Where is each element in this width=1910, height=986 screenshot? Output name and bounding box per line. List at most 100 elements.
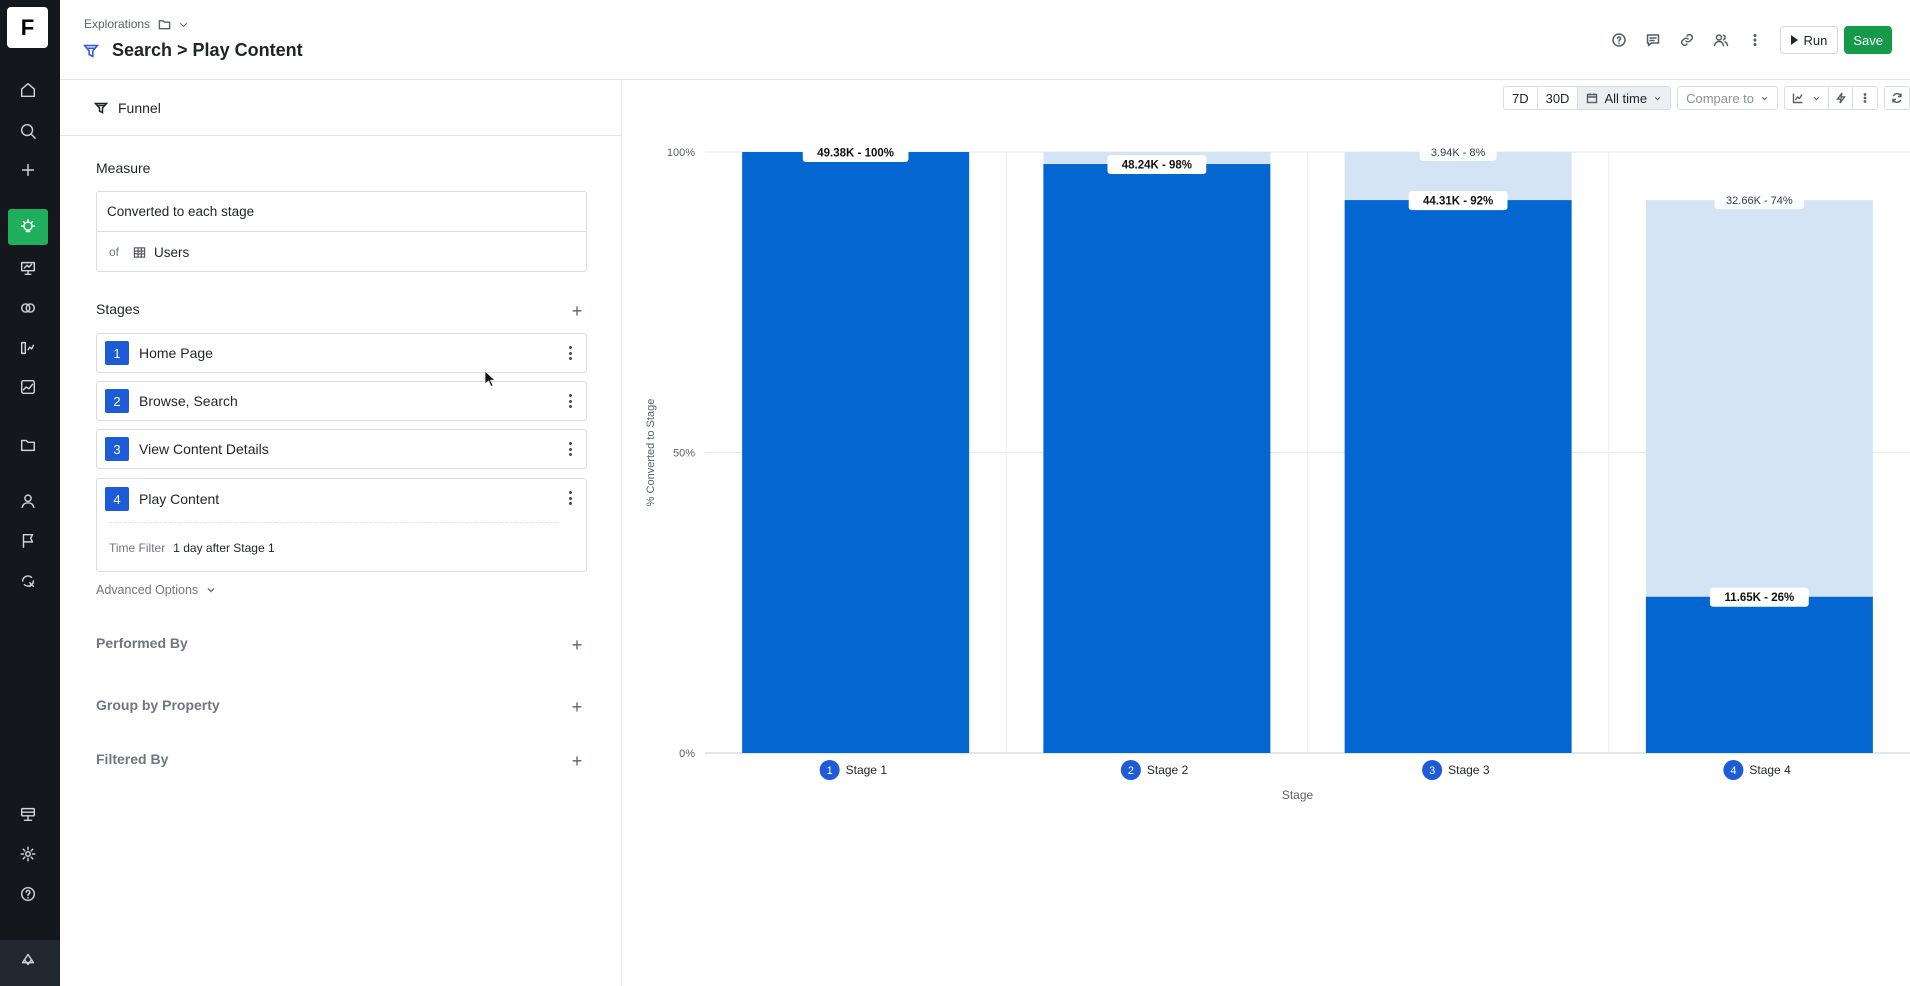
bar-dropped-segment — [1645, 200, 1873, 597]
stage-row-2[interactable]: 2 Browse, Search — [96, 381, 587, 421]
folder-icon[interactable] — [158, 18, 171, 31]
circles-icon[interactable] — [13, 293, 43, 323]
more-icon[interactable] — [568, 394, 572, 408]
time-filter[interactable]: Time Filter 1 day after Stage 1 — [109, 541, 275, 555]
y-axis-label: % Converted to Stage — [645, 399, 657, 507]
converted-data-label: 11.65K - 26% — [1725, 592, 1795, 604]
save-button[interactable]: Save — [1844, 26, 1892, 54]
range-30d-button[interactable]: 30D — [1538, 87, 1579, 109]
more-icon[interactable] — [568, 491, 572, 505]
stage-badge-number: 3 — [1429, 765, 1435, 777]
header-actions: Run Save — [1602, 26, 1892, 54]
range-all-time-button[interactable]: All time — [1578, 87, 1671, 109]
help-icon[interactable] — [1602, 26, 1636, 54]
page-title-text: Search > Play Content — [112, 40, 303, 60]
stage-badge-number: 1 — [827, 765, 833, 777]
analysis-type-selector[interactable]: Funnel — [60, 80, 622, 136]
converted-label-bg — [1408, 191, 1508, 211]
user-icon[interactable] — [13, 486, 43, 516]
of-label: of — [109, 245, 120, 259]
lightbulb-icon[interactable] — [8, 209, 48, 245]
flag-icon[interactable] — [13, 526, 43, 556]
breadcrumb-label[interactable]: Explorations — [84, 17, 151, 31]
stage-number-badge: 3 — [105, 437, 129, 461]
line-chart-icon[interactable] — [13, 372, 43, 402]
gear-icon[interactable] — [13, 839, 43, 869]
stage-badge-circle — [1723, 760, 1744, 780]
more-icon[interactable] — [568, 442, 572, 456]
x-tick-label: Stage 4 — [1749, 763, 1791, 777]
run-button[interactable]: Run — [1779, 26, 1839, 54]
refresh-icon[interactable] — [1885, 87, 1909, 109]
chevron-down-icon[interactable] — [179, 20, 188, 29]
add-performed-by-button[interactable]: + — [571, 635, 583, 655]
more-icon[interactable] — [1853, 87, 1877, 109]
add-filter-button[interactable]: + — [571, 751, 583, 771]
time-filter-label: Time Filter — [109, 541, 166, 555]
range-all-time-label: All time — [1604, 90, 1648, 106]
y-tick-label: 50% — [673, 448, 695, 460]
integration-icon[interactable] — [13, 566, 43, 596]
chart-toolbar: 7D 30D All time Compare to — [1502, 86, 1910, 110]
range-7d-button[interactable]: 7D — [1504, 87, 1538, 109]
table-icon — [133, 246, 146, 258]
comment-icon[interactable] — [1636, 26, 1670, 54]
data-icon[interactable] — [13, 799, 43, 829]
stage-row-4[interactable]: 4 Play Content Time Filter 1 day after S… — [96, 478, 587, 572]
y-tick-label: 0% — [679, 748, 695, 760]
dropped-label-bg — [1419, 143, 1497, 161]
chevron-down-icon — [1654, 96, 1661, 100]
breadcrumb[interactable]: Explorations — [84, 17, 188, 31]
chevron-down-icon — [1813, 96, 1820, 100]
folder-icon[interactable] — [13, 430, 43, 460]
converted-label-bg — [1709, 587, 1809, 607]
stage-badge-number: 4 — [1730, 765, 1736, 777]
metrics-icon[interactable] — [13, 333, 43, 363]
stages-title: Stages — [96, 301, 140, 317]
presentation-icon[interactable] — [13, 253, 43, 283]
compare-to-dropdown[interactable]: Compare to — [1678, 87, 1777, 109]
x-axis-label: Stage — [1282, 788, 1314, 802]
app-logo[interactable]: F — [7, 7, 48, 48]
bar-converted-segment — [1645, 596, 1873, 753]
add-stage-button[interactable]: + — [571, 301, 583, 321]
share-users-icon[interactable] — [1704, 26, 1738, 54]
home-icon[interactable] — [13, 75, 43, 105]
time-filter-value[interactable]: 1 day after Stage 1 — [173, 541, 275, 555]
advanced-options-toggle[interactable]: Advanced Options — [96, 583, 216, 597]
stage-badge-number: 2 — [1128, 765, 1134, 777]
x-tick-label: Stage 3 — [1448, 763, 1490, 777]
more-icon[interactable] — [1738, 26, 1772, 54]
page-title: Search > Play Content — [82, 40, 303, 61]
stage-row-4-header[interactable]: 4 Play Content — [97, 479, 586, 519]
funnel-icon — [94, 102, 108, 114]
divider — [109, 522, 558, 523]
plus-icon[interactable] — [13, 155, 43, 185]
brand-icon[interactable] — [13, 944, 43, 974]
x-tick-label: Stage 1 — [846, 763, 888, 777]
help-icon[interactable] — [13, 879, 43, 909]
dropped-data-label: 32.66K - 74% — [1726, 195, 1793, 207]
stage-row-3[interactable]: 3 View Content Details — [96, 429, 587, 469]
measure-entity-select[interactable]: of Users — [97, 232, 586, 272]
search-icon[interactable] — [13, 116, 43, 146]
chart-area: 7D 30D All time Compare to 0% — [623, 80, 1910, 986]
stage-row-1[interactable]: 1 Home Page — [96, 333, 587, 373]
funnel-chart: 0% 50% 100% % Converted to Stage 49.38K - 10… — [645, 143, 1910, 802]
measure-metric-select[interactable]: Converted to each stage — [97, 192, 586, 232]
bar-converted-segment — [742, 152, 970, 753]
group-by-title: Group by Property — [96, 697, 220, 713]
performed-by-title: Performed By — [96, 635, 188, 651]
stage-number-badge: 1 — [105, 341, 129, 365]
lightning-icon[interactable] — [1829, 87, 1853, 109]
stage-name: Play Content — [139, 491, 220, 507]
chevron-down-icon — [207, 587, 215, 593]
more-icon[interactable] — [568, 346, 572, 360]
y-tick-label: 100% — [667, 147, 695, 159]
link-icon[interactable] — [1670, 26, 1704, 54]
stage-badge-circle — [1422, 760, 1443, 780]
stage-badge-circle — [1120, 760, 1141, 780]
header: Explorations Search > Play Content Run S… — [60, 0, 1910, 80]
chart-type-dropdown[interactable] — [1785, 87, 1829, 109]
add-group-by-button[interactable]: + — [571, 697, 583, 717]
